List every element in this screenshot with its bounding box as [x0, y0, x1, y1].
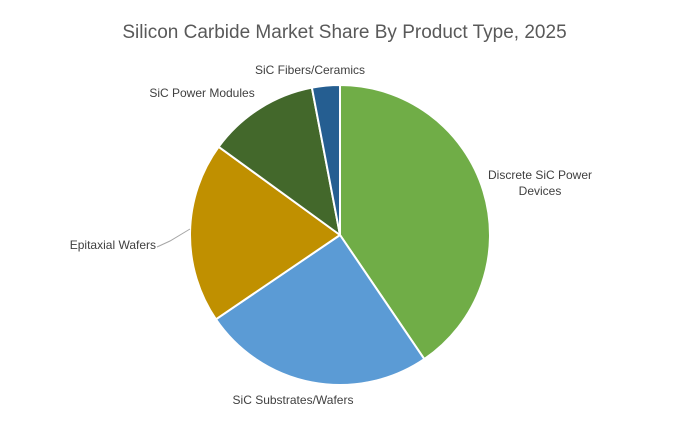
pie-slice-discrete-sic-power-devices [339, 84, 491, 361]
leader-line-epitaxial-wafers [156, 228, 191, 248]
pie-slices [189, 84, 491, 386]
chart-title: Silicon Carbide Market Share By Product … [122, 22, 567, 43]
slice-label-epitaxial-wafers: Epitaxial Wafers [70, 238, 156, 252]
slice-label-sic-fibers-ceramics: SiC Fibers/Ceramics [255, 63, 365, 77]
slice-label-sic-substrates-wafers: SiC Substrates/Wafers [233, 393, 354, 407]
pie-slice-sic-power-modules [217, 86, 341, 236]
pie-slice-sic-substrates-wafers [214, 234, 426, 386]
pie-slice-epitaxial-wafers [189, 145, 341, 321]
slice-labels: Discrete SiC Power Devices SiC Substrates/… [70, 63, 592, 407]
slice-label-sic-power-modules: SiC Power Modules [149, 86, 254, 100]
slice-label-discrete-sic-power-devices: Discrete SiC Power Devices [488, 168, 592, 198]
pie-slice-sic-fibers-ceramics [310, 84, 341, 236]
leader-lines [156, 228, 191, 248]
